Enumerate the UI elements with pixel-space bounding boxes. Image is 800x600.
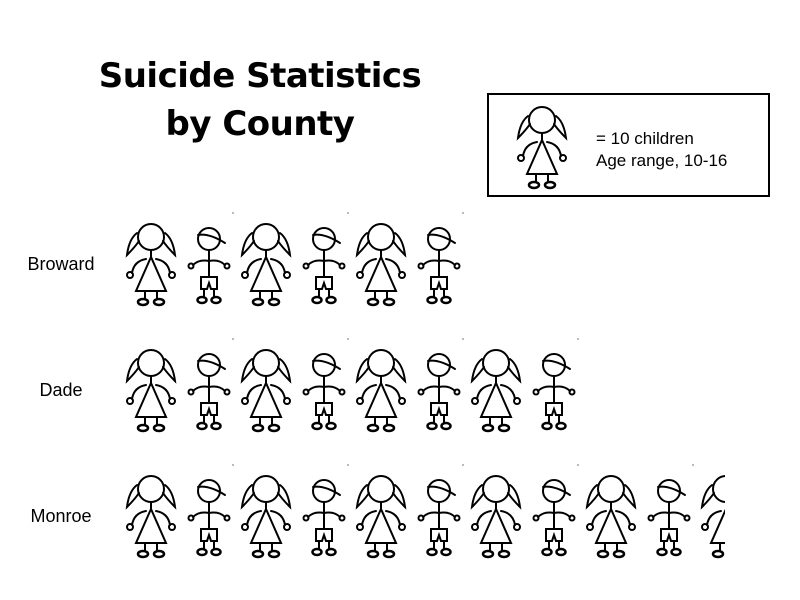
chart-title-line-2: by County <box>165 104 355 144</box>
pictograph-icon-dade-8 <box>532 353 576 431</box>
pictograph-icon-dade-3 <box>240 338 349 433</box>
category-label-dade: Dade <box>39 380 83 400</box>
pictograph-icon-monroe-11 <box>700 475 725 559</box>
pictograph-icon-monroe-8 <box>532 479 576 557</box>
pictograph-row-broward <box>125 212 464 307</box>
legend-line-1: = 10 children <box>596 129 694 148</box>
pictograph-icon-broward-6 <box>417 227 461 305</box>
pictograph-icon-monroe-3 <box>240 464 349 559</box>
legend-text: = 10 children Age range, 10-16 <box>596 128 727 172</box>
pictograph-icon-broward-2 <box>187 227 231 305</box>
pictograph-icon-dade-4 <box>302 353 346 431</box>
chart-title: Suicide Statistics by County <box>60 52 460 148</box>
legend-girl-icon <box>516 106 568 190</box>
pictograph-icon-dade-2 <box>187 353 231 431</box>
pictograph-icon-broward-1 <box>125 212 234 307</box>
legend-line-2: Age range, 10-16 <box>596 151 728 170</box>
pictograph-icon-broward-4 <box>302 227 346 305</box>
pictograph-icon-broward-5 <box>355 212 464 307</box>
pictograph-icon-monroe-7 <box>470 464 579 559</box>
pictograph-icon-monroe-9 <box>585 464 694 559</box>
category-label-broward: Broward <box>27 254 95 274</box>
pictograph-icon-monroe-1 <box>125 464 234 559</box>
pictograph-icon-dade-7 <box>470 338 579 433</box>
pictograph-icon-dade-5 <box>355 338 464 433</box>
pictograph-icon-monroe-5 <box>355 464 464 559</box>
pictograph-icon-dade-6 <box>417 353 461 431</box>
pictograph-icon-monroe-4 <box>302 479 346 557</box>
pictograph-icon-dade-1 <box>125 338 234 433</box>
pictograph-icon-monroe-10 <box>647 479 691 557</box>
pictograph-icon-monroe-2 <box>187 479 231 557</box>
category-label-monroe: Monroe <box>30 506 92 526</box>
pictograph-icon-broward-3 <box>240 212 349 307</box>
legend-box: = 10 children Age range, 10-16 <box>487 93 770 197</box>
pictograph-row-dade <box>125 338 579 433</box>
pictograph-icon-monroe-6 <box>417 479 461 557</box>
chart-title-line-1: Suicide Statistics <box>98 56 422 96</box>
pictograph-row-monroe <box>125 464 725 559</box>
legend-girl-figure <box>516 106 568 190</box>
